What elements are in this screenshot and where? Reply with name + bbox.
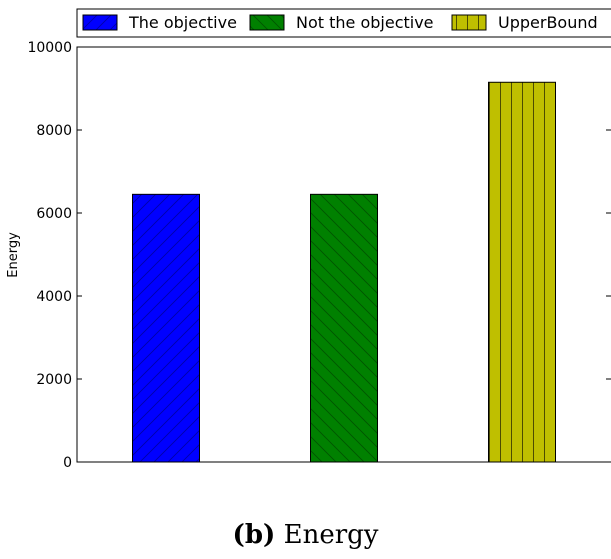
y-tick-label-8000: 8000	[36, 123, 72, 139]
bar-hatch-0	[132, 194, 200, 462]
y-axis-label: Energy	[6, 232, 21, 278]
legend-swatch-hatch-0	[83, 15, 117, 30]
legend-swatch-hatch-2	[452, 15, 486, 30]
bars-group	[132, 81, 556, 463]
y-tick-label-4000: 4000	[36, 289, 72, 305]
y-axis-ticks: 0 2000 4000 6000 8000 10000	[27, 40, 611, 471]
y-tick-label-2000: 2000	[36, 372, 72, 388]
energy-bar-chart: 0 2000 4000 6000 8000 10000 Energy The object…	[6, 8, 611, 471]
y-tick-label-0: 0	[63, 455, 72, 471]
legend-label-1: Not the objective	[296, 13, 434, 32]
y-tick-label-6000: 6000	[36, 206, 72, 222]
caption-text: Energy	[283, 520, 379, 550]
bar-hatch-2	[488, 82, 556, 463]
legend-swatch-hatch-1	[250, 15, 284, 30]
legend-label-0: The objective	[128, 13, 237, 32]
legend: The objective Not the objective UpperBound	[76, 8, 611, 38]
legend-box	[76, 8, 611, 38]
y-tick-label-10000: 10000	[27, 40, 72, 56]
bar-hatch-1	[310, 194, 378, 462]
caption-label: (b)	[232, 520, 276, 550]
legend-label-2: UpperBound	[498, 13, 598, 32]
figure-caption: (b) Energy	[0, 520, 611, 550]
